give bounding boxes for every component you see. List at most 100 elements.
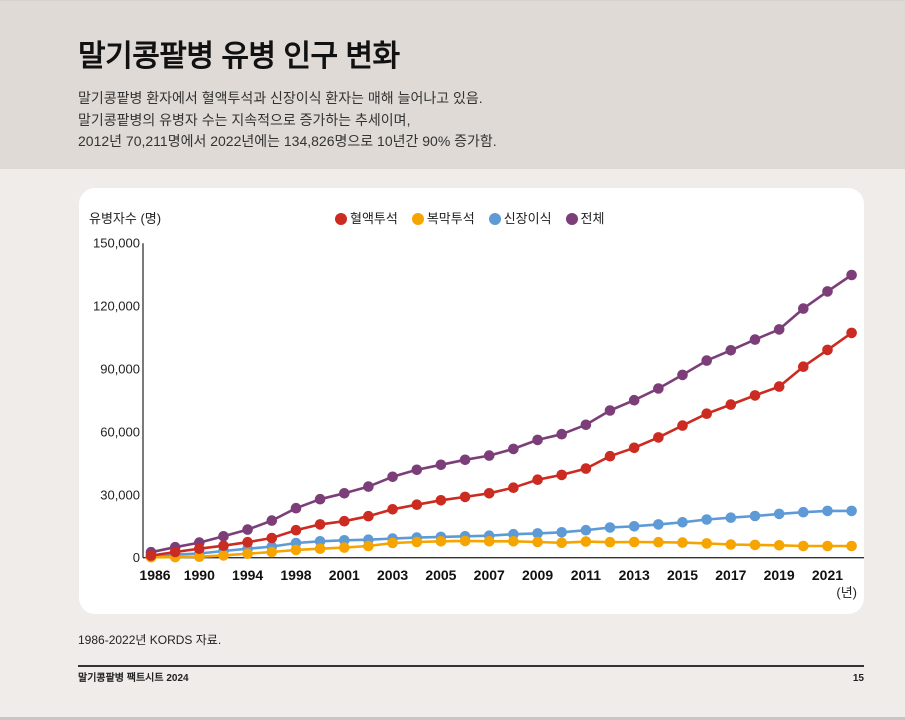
data-point-hemodialysis (822, 344, 833, 356)
data-point-hemodialysis (846, 327, 857, 339)
data-point-peritoneal-dialysis (701, 538, 712, 549)
data-point-total (653, 383, 664, 394)
data-point-peritoneal-dialysis (653, 536, 664, 548)
data-point-peritoneal-dialysis (435, 536, 447, 547)
x-tick-label: 1990 (184, 567, 215, 583)
data-point-total (749, 334, 761, 345)
data-point-peritoneal-dialysis (725, 539, 737, 550)
footer-page-number: 15 (852, 673, 864, 684)
legend-item-peritoneal-dialysis: 복막투석 (411, 211, 475, 227)
x-tick-label: 1994 (232, 567, 263, 583)
data-point-hemodialysis (653, 432, 664, 443)
source-note: 1986-2022년 KORDS 자료. (78, 633, 222, 647)
data-point-peritoneal-dialysis (556, 537, 567, 549)
x-tick-label: 2015 (667, 567, 698, 583)
legend-label: 혈액투석 (350, 211, 398, 226)
data-point-hemodialysis (266, 532, 278, 544)
data-point-total (218, 531, 229, 542)
data-point-peritoneal-dialysis (580, 536, 592, 547)
data-point-total (411, 464, 423, 476)
y-tick-label: 60,000 (100, 424, 140, 439)
data-point-total (628, 394, 640, 406)
legend-label: 복막투석 (426, 211, 475, 226)
line-chart: 0 30,000 60,000 90,000 120,000 150,000 1986 199… (93, 236, 864, 583)
data-point-hemodialysis (218, 540, 229, 551)
data-point-peritoneal-dialysis (822, 540, 833, 552)
x-tick-label: 2007 (474, 567, 505, 583)
x-tick-label: 2021 (812, 567, 843, 583)
x-tick-label: 2017 (715, 567, 746, 583)
x-tick-label: 2005 (425, 567, 456, 583)
data-point-total (290, 502, 302, 514)
data-point-total (701, 355, 712, 366)
data-point-hemodialysis (363, 510, 374, 522)
data-point-hemodialysis (556, 469, 567, 481)
data-point-peritoneal-dialysis (411, 536, 423, 548)
data-point-hemodialysis (339, 515, 350, 527)
data-point-kidney-transplant (628, 521, 640, 532)
data-point-hemodialysis (773, 381, 785, 392)
data-point-total (314, 493, 326, 505)
footer-publication-title: 말기콩팥병 팩트시트 2024 (78, 673, 189, 684)
data-point-hemodialysis (483, 488, 495, 499)
legend-item-kidney-transplant: 신장이식 (488, 211, 552, 227)
data-point-hemodialysis (604, 450, 616, 462)
description-line: 2012년 70,211명에서 2022년에는 134,826명으로 10년간 … (78, 133, 497, 149)
data-point-total (483, 450, 495, 461)
data-point-peritoneal-dialysis (604, 536, 616, 548)
data-point-hemodialysis (290, 524, 302, 536)
data-point-total (459, 454, 471, 466)
data-point-total (435, 459, 447, 471)
x-tick-label: 2011 (571, 567, 602, 583)
data-point-hemodialysis (580, 463, 592, 474)
data-point-kidney-transplant (822, 505, 833, 517)
data-point-peritoneal-dialysis (218, 550, 229, 561)
series-line-total (149, 273, 853, 554)
data-point-peritoneal-dialysis (677, 537, 688, 548)
data-point-peritoneal-dialysis (773, 540, 785, 551)
y-tick-label: 120,000 (93, 299, 140, 314)
data-point-kidney-transplant (556, 527, 567, 538)
data-point-kidney-transplant (725, 512, 737, 523)
data-point-total (773, 324, 785, 335)
y-axis-label: 유병자수 (명) (89, 211, 162, 226)
x-tick-label: 1998 (280, 567, 311, 583)
data-point-hemodialysis (411, 499, 423, 511)
data-point-hemodialysis (677, 420, 688, 431)
data-point-hemodialysis (628, 442, 640, 454)
series-line-kidney-transplant (149, 509, 853, 558)
data-point-kidney-transplant (773, 508, 785, 520)
bottom-rule (0, 717, 905, 720)
description-line: 말기콩팥병의 유병자 수는 지속적으로 증가하는 추세이며, (78, 111, 411, 128)
data-point-kidney-transplant (677, 517, 688, 528)
x-axis-unit-label: (년) (836, 585, 857, 600)
data-point-hemodialysis (435, 495, 447, 506)
data-point-total (532, 434, 543, 446)
data-point-total (846, 269, 857, 281)
data-point-kidney-transplant (846, 505, 857, 517)
data-point-total (266, 515, 278, 526)
data-point-kidney-transplant (314, 536, 326, 547)
data-point-hemodialysis (701, 408, 712, 419)
data-point-peritoneal-dialysis (749, 539, 761, 551)
top-rule (0, 0, 905, 1)
x-tick-label: 1986 (139, 567, 170, 583)
legend-dot-icon (565, 213, 578, 225)
legend-label: 전체 (580, 211, 605, 226)
x-tick-label: 2001 (329, 567, 360, 583)
data-point-kidney-transplant (749, 510, 761, 522)
data-point-total (508, 443, 519, 455)
data-point-total (339, 488, 350, 499)
data-point-kidney-transplant (532, 528, 543, 539)
data-point-peritoneal-dialysis (459, 535, 471, 547)
description-line: 말기콩팥병 환자에서 혈액투석과 신장이식 환자는 매해 늘어나고 있음. (78, 90, 483, 106)
data-point-total (580, 419, 592, 431)
series-hemodialysis (145, 327, 857, 561)
data-point-kidney-transplant (653, 519, 664, 530)
data-point-hemodialysis (459, 491, 471, 503)
data-point-hemodialysis (798, 361, 809, 372)
data-point-total (387, 471, 398, 483)
y-tick-label: 0 (133, 550, 140, 565)
legend-item-hemodialysis: 혈액투석 (335, 211, 398, 227)
data-point-total (363, 481, 374, 492)
